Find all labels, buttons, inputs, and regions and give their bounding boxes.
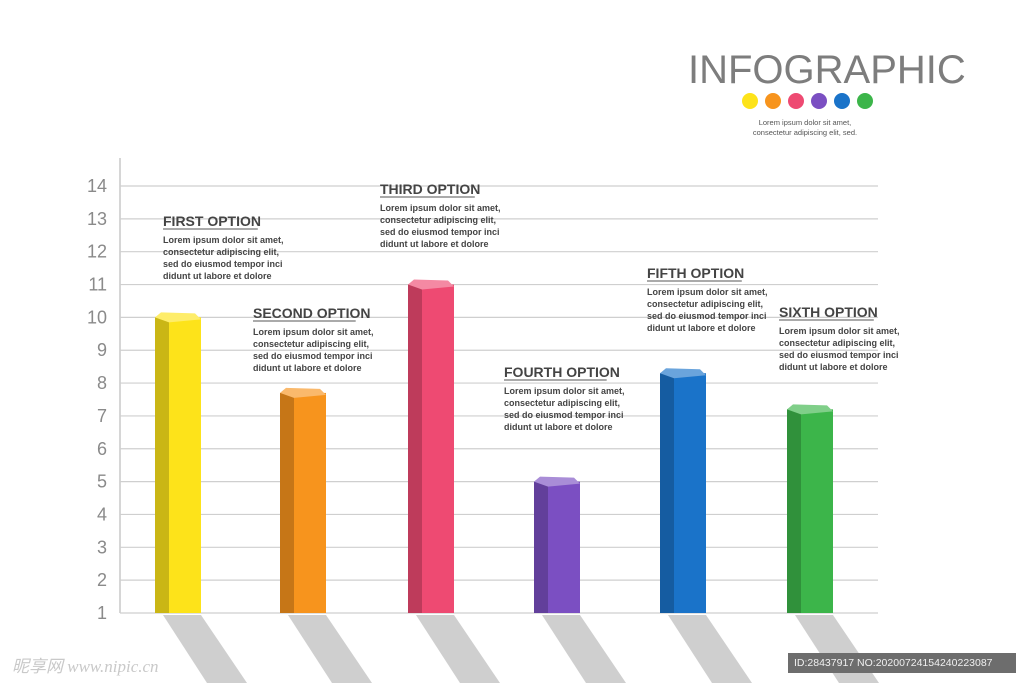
y-tick-label: 2 (97, 570, 107, 590)
option-description: consectetur adipiscing elit, (163, 247, 279, 257)
bar-shadow (163, 615, 247, 683)
color-dots (742, 93, 873, 109)
option-description: sed do eiusmod tempor inci (504, 410, 624, 420)
option-description: consectetur adipiscing elit, (380, 215, 496, 225)
option-description: Lorem ipsum dolor sit amet, (647, 287, 768, 297)
category-label: THIRD OPTION (380, 181, 480, 197)
bar-side (787, 409, 801, 613)
y-tick-label: 12 (87, 242, 107, 262)
watermark-logo: 昵享网 www.nipic.cn (12, 657, 159, 676)
color-dot (742, 93, 758, 109)
y-tick-label: 7 (97, 406, 107, 426)
y-tick-label: 14 (87, 176, 107, 196)
bar-top (660, 368, 706, 379)
option-description: didunt ut labore et dolore (163, 271, 272, 281)
category-label: SIXTH OPTION (779, 304, 878, 320)
option-description: didunt ut labore et dolore (504, 422, 613, 432)
y-tick-label: 9 (97, 340, 107, 360)
option-description: consectetur adipiscing elit, (647, 299, 763, 309)
bar-top (155, 312, 201, 323)
option-description: sed do eiusmod tempor inci (647, 311, 767, 321)
bar-side (534, 481, 548, 613)
y-tick-label: 4 (97, 504, 107, 524)
bar-top (787, 404, 833, 415)
bar-side (280, 392, 294, 613)
bar-side (660, 373, 674, 613)
bar-top (280, 387, 326, 398)
option-description: didunt ut labore et dolore (380, 239, 489, 249)
bar (674, 373, 706, 613)
option-description: consectetur adipiscing elit, (504, 398, 620, 408)
option-description: Lorem ipsum dolor sit amet, (380, 203, 501, 213)
bar-side (408, 284, 422, 613)
y-tick-label: 11 (88, 275, 107, 295)
y-tick-label: 6 (97, 439, 107, 459)
infographic-subtitle: Lorem ipsum dolor sit amet, consectetur … (740, 118, 870, 138)
bar (294, 392, 326, 613)
option-description: sed do eiusmod tempor inci (380, 227, 500, 237)
option-description: sed do eiusmod tempor inci (163, 259, 283, 269)
subtitle-line: consectetur adipiscing elit, sed. (752, 128, 858, 137)
color-dot (811, 93, 827, 109)
y-tick-label: 13 (87, 209, 107, 229)
color-dot (857, 93, 873, 109)
option-description: Lorem ipsum dolor sit amet, (504, 386, 625, 396)
option-description: didunt ut labore et dolore (647, 323, 756, 333)
option-description: sed do eiusmod tempor inci (779, 350, 899, 360)
category-label: FIFTH OPTION (647, 265, 744, 281)
subtitle-line: Lorem ipsum dolor sit amet, (758, 118, 852, 127)
bar-top (408, 279, 454, 290)
bar-shadow (288, 615, 372, 683)
category-label: FOURTH OPTION (504, 364, 620, 380)
bar-shadow (416, 615, 500, 683)
color-dot (765, 93, 781, 109)
option-description: didunt ut labore et dolore (779, 362, 888, 372)
y-tick-label: 3 (97, 537, 107, 557)
infographic-title: INFOGRAPHIC (688, 48, 966, 92)
bar (169, 317, 201, 613)
y-tick-label: 8 (97, 373, 107, 393)
color-dot (834, 93, 850, 109)
watermark-id: ID:28437917 NO:20200724154240223087 (788, 653, 1016, 673)
option-description: Lorem ipsum dolor sit amet, (163, 235, 284, 245)
option-description: consectetur adipiscing elit, (779, 338, 895, 348)
y-tick-label: 5 (97, 472, 107, 492)
color-dot (788, 93, 804, 109)
option-description: consectetur adipiscing elit, (253, 339, 369, 349)
option-description: sed do eiusmod tempor inci (253, 351, 373, 361)
option-description: Lorem ipsum dolor sit amet, (779, 326, 900, 336)
y-tick-label: 10 (87, 307, 107, 327)
bar (422, 284, 454, 613)
y-tick-label: 1 (97, 603, 107, 623)
category-label: SECOND OPTION (253, 305, 370, 321)
bar (548, 481, 580, 613)
bar-shadow (542, 615, 626, 683)
option-description: Lorem ipsum dolor sit amet, (253, 327, 374, 337)
bar (801, 409, 833, 613)
bar-side (155, 317, 169, 613)
bar-shadow (668, 615, 752, 683)
category-label: FIRST OPTION (163, 213, 261, 229)
option-description: didunt ut labore et dolore (253, 363, 362, 373)
bar-top (534, 476, 580, 487)
